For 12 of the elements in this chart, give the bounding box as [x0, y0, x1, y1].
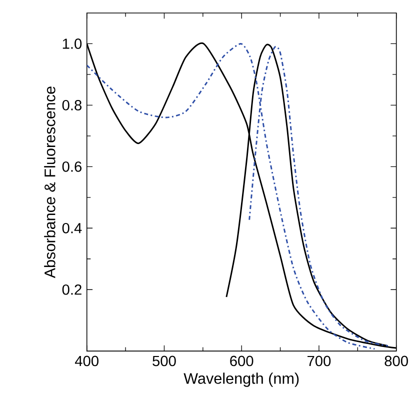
x-tick-label: 800 [384, 356, 408, 366]
x-tick-label: 600 [230, 356, 254, 366]
x-tick-label: 400 [74, 356, 98, 366]
y-tick-label: 1.0 [62, 38, 82, 49]
y-tick-label: 0.6 [62, 161, 82, 172]
x-tick-label: 500 [152, 356, 176, 366]
x-tick-label: 700 [308, 356, 331, 366]
y-tick-label: 0.2 [62, 284, 82, 295]
y-tick-label: 0.4 [62, 222, 82, 234]
x-axis-title: Wavelength (nm) [184, 372, 299, 387]
y-axis-title: Absorbance & Fluorescence [44, 86, 56, 278]
y-tick-label: 0.8 [62, 100, 82, 110]
